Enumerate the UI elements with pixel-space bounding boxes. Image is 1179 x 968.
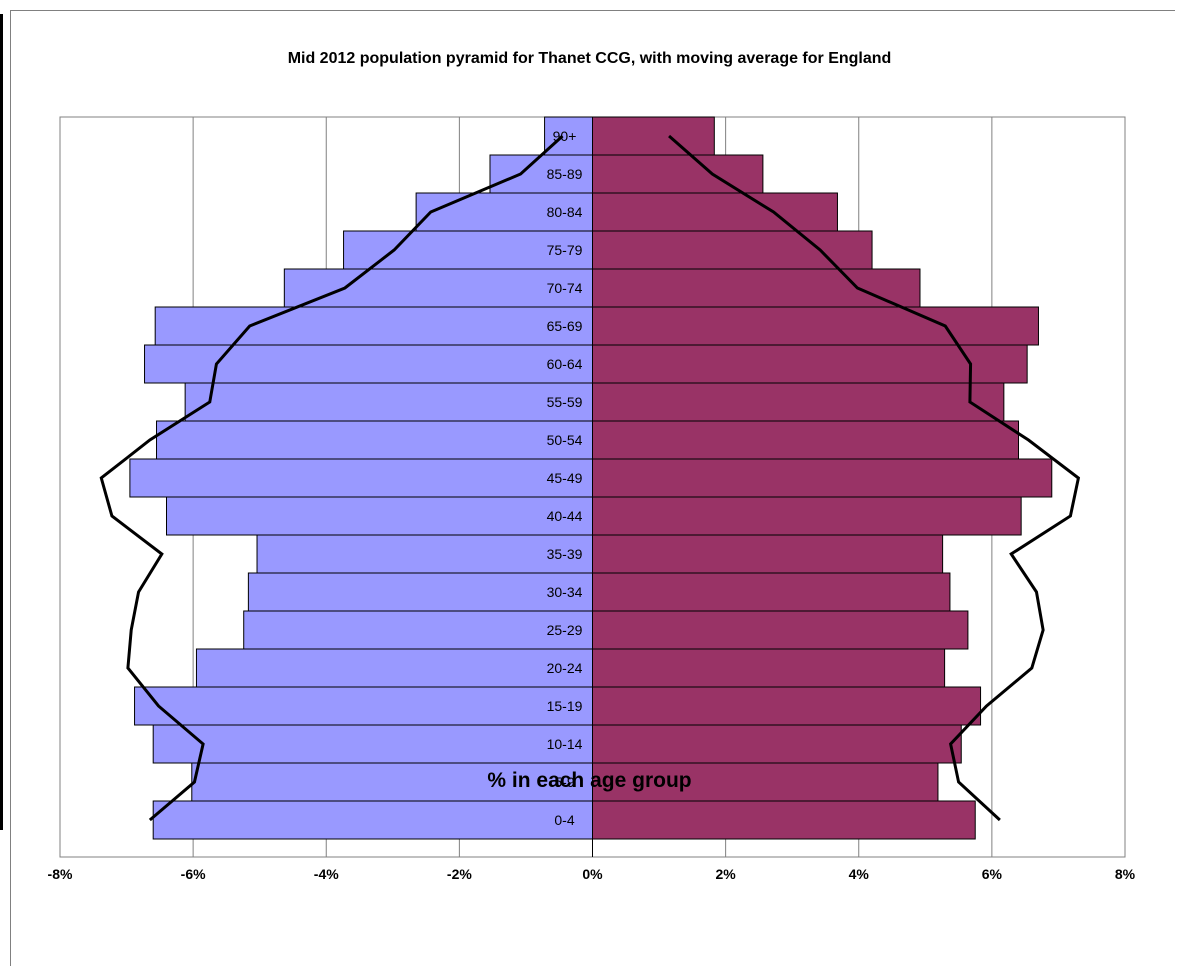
x-tick-label-5: 2% <box>716 866 737 882</box>
bar-left-25-29 <box>243 610 593 650</box>
bar-left-85-89 <box>489 154 593 194</box>
category-label-35-39: 35-39 <box>547 546 583 562</box>
bar-right-50-54 <box>592 420 1019 460</box>
left-edge-bar <box>0 14 3 830</box>
category-label-15-19: 15-19 <box>547 698 583 714</box>
bar-right-45-49 <box>592 458 1053 498</box>
category-label-10-14: 10-14 <box>547 736 583 752</box>
x-tick-label-2: -4% <box>314 866 339 882</box>
bar-right-85-89 <box>592 154 764 194</box>
bar-left-15-19 <box>134 686 594 726</box>
bar-right-70-74 <box>592 268 921 308</box>
bar-right-55-59 <box>592 382 1005 422</box>
bar-left-40-44 <box>166 496 593 536</box>
bar-right-80-84 <box>592 192 838 232</box>
bar-right-20-24 <box>592 648 946 688</box>
bar-right-10-14 <box>592 724 962 764</box>
bar-left-30-34 <box>247 572 593 612</box>
bar-left-80-84 <box>415 192 593 232</box>
bar-right-5-9 <box>592 762 939 802</box>
bar-right-0-4 <box>592 800 976 840</box>
x-tick-label-1: -6% <box>181 866 206 882</box>
category-label-0-4: 0-4 <box>554 812 574 828</box>
bar-left-70-74 <box>283 268 593 308</box>
category-label-50-54: 50-54 <box>547 432 583 448</box>
bar-left-55-59 <box>184 382 593 422</box>
chart-frame <box>10 10 1175 966</box>
x-axis-label: % in each age group <box>487 769 692 792</box>
x-tick-label-6: 4% <box>849 866 870 882</box>
category-label-5-9: 5-9 <box>554 774 574 790</box>
bar-right-60-64 <box>592 344 1028 384</box>
bar-left-60-64 <box>144 344 594 384</box>
category-label-40-44: 40-44 <box>547 508 583 524</box>
category-label-20-24: 20-24 <box>547 660 583 676</box>
bar-left-20-24 <box>195 648 593 688</box>
bar-left-35-39 <box>256 534 593 574</box>
bar-right-35-39 <box>592 534 944 574</box>
chart-title: Mid 2012 population pyramid for Thanet C… <box>287 50 892 67</box>
bar-left-0-4 <box>152 800 593 840</box>
category-label-85-89: 85-89 <box>547 166 583 182</box>
category-label-65-69: 65-69 <box>547 318 583 334</box>
category-label-70-74: 70-74 <box>547 280 583 296</box>
moving-average-line-right <box>668 134 1081 822</box>
bar-right-30-34 <box>592 572 951 612</box>
bar-right-25-29 <box>592 610 969 650</box>
x-tick-label-3: -2% <box>447 866 472 882</box>
bar-left-65-69 <box>154 306 593 346</box>
bar-left-10-14 <box>152 724 593 764</box>
category-label-45-49: 45-49 <box>547 470 583 486</box>
bars-group <box>129 116 1053 857</box>
category-label-60-64: 60-64 <box>547 356 583 372</box>
bar-right-90+ <box>592 116 715 156</box>
x-axis-ticks: -8% -6% -4% -2% 0% 2% 4% 6% 8% <box>48 866 1136 882</box>
category-labels: 0-4 5-9 10-14 15-19 20-24 25-29 30-34 35-39 40-4… <box>547 128 583 828</box>
moving-average-lines <box>99 134 1081 822</box>
moving-average-line-left <box>99 134 564 822</box>
category-label-80-84: 80-84 <box>547 204 583 220</box>
x-tick-label-8: 8% <box>1115 866 1136 882</box>
x-tick-label-0: -8% <box>48 866 73 882</box>
x-tick-label-7: 6% <box>982 866 1003 882</box>
bar-left-50-54 <box>156 420 593 460</box>
category-label-75-79: 75-79 <box>547 242 583 258</box>
bar-right-75-79 <box>592 230 873 270</box>
bar-right-40-44 <box>592 496 1022 536</box>
x-tick-label-4: 0% <box>582 866 603 882</box>
category-label-55-59: 55-59 <box>547 394 583 410</box>
bar-left-90+ <box>544 116 594 156</box>
category-label-30-34: 30-34 <box>547 584 583 600</box>
bar-left-45-49 <box>129 458 593 498</box>
bar-right-65-69 <box>592 306 1039 346</box>
category-label-25-29: 25-29 <box>547 622 583 638</box>
bar-right-15-19 <box>592 686 982 726</box>
